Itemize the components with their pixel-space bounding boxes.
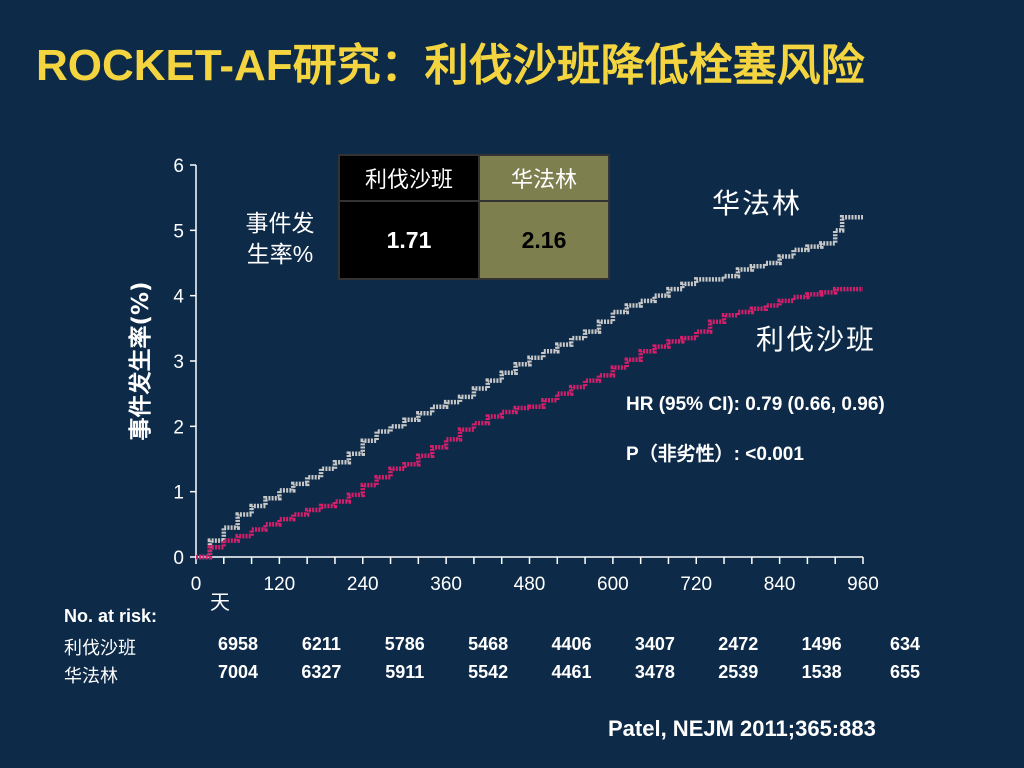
at-risk-value: 5786	[384, 634, 425, 654]
y-tick-label: 4	[173, 287, 184, 308]
at-risk-value: 5468	[468, 634, 509, 654]
at-risk-value: 4461	[551, 662, 592, 682]
at-risk-value: 6327	[301, 662, 342, 682]
y-tick-label: 0	[173, 548, 184, 569]
x-tick-label: 960	[847, 574, 879, 595]
series-label-rivaroxaban: 利伐沙班	[756, 324, 877, 355]
curve-rivaroxaban	[196, 286, 863, 560]
y-tick-label: 2	[173, 417, 184, 438]
y-tick-label: 3	[173, 352, 184, 373]
y-tick-label: 5	[173, 221, 184, 242]
at-risk-header: No. at risk:	[64, 606, 158, 626]
y-tick-label: 6	[173, 156, 184, 177]
at-risk-value: 5542	[468, 662, 509, 682]
at-risk-value: 2472	[718, 634, 759, 654]
event-rate-label-line1: 事件发	[245, 210, 315, 236]
p-value: P（非劣性）: <0.001	[626, 444, 804, 465]
hazard-ratio: HR (95% CI): 0.79 (0.66, 0.96)	[626, 394, 885, 415]
chart-axes: 0 1 2 3 4 5 6 0 120 240 360 480 600 720 840 960 天 事件发生率(%…	[127, 156, 879, 614]
page-title: ROCKET-AF研究：利伐沙班降低栓塞风险	[36, 41, 865, 90]
at-risk-value: 6211	[301, 634, 341, 654]
event-rate-row-label: 事件发 生率%	[232, 208, 328, 270]
y-axis-label: 事件发生率(%)	[127, 281, 154, 440]
at-risk-value: 3407	[634, 634, 675, 654]
x-tick-label: 480	[514, 574, 546, 595]
at-risk-value: 2539	[718, 662, 759, 682]
event-rate-label-line2: 生率%	[246, 241, 314, 267]
rate-warfarin: 2.16	[478, 200, 610, 280]
y-tick-label: 1	[173, 483, 184, 504]
at-risk-label-rivaroxaban: 利伐沙班	[64, 638, 136, 658]
x-tick-label: 840	[764, 574, 796, 595]
rate-rivaroxaban: 1.71	[338, 200, 480, 280]
at-risk-value: 5911	[385, 662, 425, 682]
citation: Patel, NEJM 2011;365:883	[608, 716, 876, 741]
at-risk-value: 1538	[801, 662, 842, 682]
at-risk-value: 6958	[217, 634, 259, 654]
at-risk-value: 634	[889, 634, 921, 654]
at-risk-value: 1496	[801, 634, 842, 654]
at-risk-value: 3478	[634, 662, 675, 682]
at-risk-value: 4406	[551, 634, 592, 654]
x-tick-label: 720	[680, 574, 712, 595]
x-tick-label: 360	[430, 574, 462, 595]
at-risk-value: 7004	[217, 662, 259, 682]
header-warfarin: 华法林	[478, 154, 610, 202]
x-axis-label: 天	[210, 590, 230, 614]
curve-warfarin	[196, 215, 863, 560]
event-rate-table: 利伐沙班 华法林 1.71 2.16	[338, 154, 610, 280]
x-tick-label: 240	[347, 574, 379, 595]
x-tick-label: 0	[191, 574, 202, 595]
series-label-warfarin: 华法林	[712, 188, 803, 219]
x-tick-label: 120	[264, 574, 296, 595]
chart-curves	[196, 215, 863, 560]
at-risk-label-warfarin: 华法林	[64, 666, 118, 686]
header-rivaroxaban: 利伐沙班	[338, 154, 480, 202]
x-tick-label: 600	[597, 574, 629, 595]
at-risk-value: 655	[889, 662, 921, 682]
